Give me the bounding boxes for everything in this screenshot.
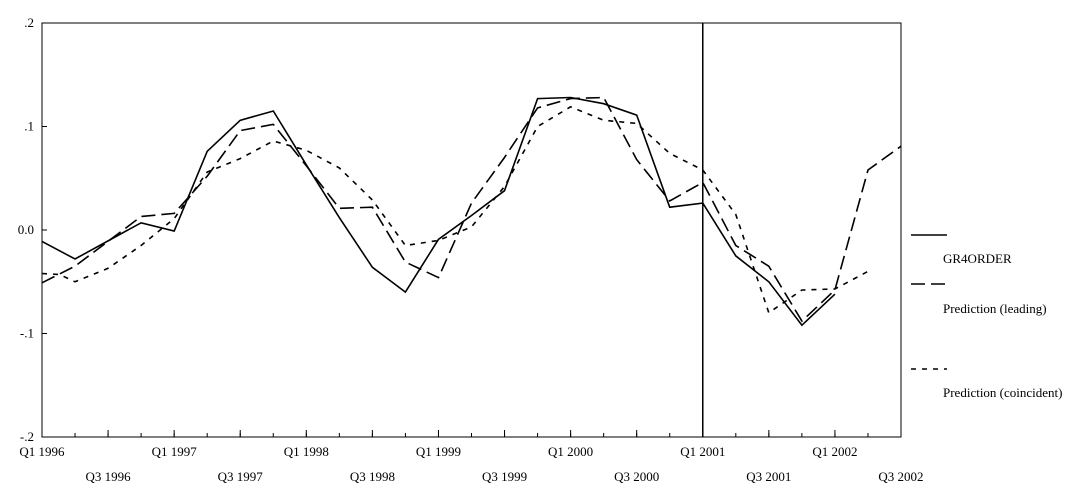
x-tick-label: Q1 1997	[152, 444, 198, 459]
x-tick-label: Q1 2001	[680, 444, 725, 459]
x-tick-label: Q1 1998	[284, 444, 329, 459]
series-line-2	[41, 96, 902, 323]
x-tick-label: Q3 1999	[482, 469, 527, 484]
x-tick-label: Q1 1999	[416, 444, 461, 459]
series-line-1	[41, 96, 836, 327]
y-tick-label: -.2	[20, 429, 34, 444]
x-tick-label: Q1 2000	[548, 444, 593, 459]
legend-label: Prediction (leading)	[943, 301, 1047, 316]
x-tick-label: Q1 1996	[19, 444, 65, 459]
legend-label: GR4ORDER	[943, 251, 1012, 266]
y-tick-label: .1	[24, 119, 34, 134]
x-tick-label: Q3 1998	[350, 469, 395, 484]
x-tick-label: Q3 2000	[614, 469, 659, 484]
x-tick-label: Q1 2002	[812, 444, 857, 459]
y-tick-label: .2	[24, 15, 34, 30]
y-tick-label: 0.0	[18, 222, 34, 237]
x-tick-label: Q3 1997	[218, 469, 264, 484]
x-tick-label: Q3 2001	[746, 469, 791, 484]
y-tick-label: -.1	[20, 326, 34, 341]
x-tick-label: Q3 2002	[878, 469, 923, 484]
x-tick-label: Q3 1996	[86, 469, 132, 484]
legend-label: Prediction (coincident)	[943, 385, 1063, 400]
series-line-3	[41, 105, 869, 315]
